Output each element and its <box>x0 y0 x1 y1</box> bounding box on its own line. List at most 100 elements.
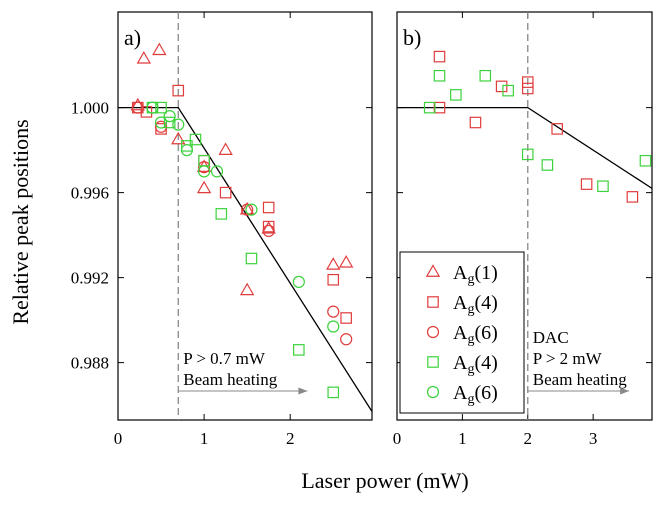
series-red-circle <box>131 101 353 346</box>
legend-marker-red-square <box>427 296 439 308</box>
data-point <box>131 101 144 114</box>
data-point <box>241 203 254 216</box>
series-red-square <box>132 84 352 324</box>
series-red-square <box>433 50 639 203</box>
data-point <box>326 257 341 270</box>
data-point <box>541 159 554 171</box>
data-point <box>262 201 275 214</box>
data-point <box>163 110 176 123</box>
legend-label: Ag(4) <box>453 292 498 317</box>
series-green-square <box>423 69 652 193</box>
legend: Ag(1) Ag(4) Ag(6) Ag(4) Ag(6) <box>399 251 525 414</box>
data-point <box>219 186 232 199</box>
x-tick-label: 2 <box>286 429 295 448</box>
x-tick-label: 2 <box>524 429 533 448</box>
series-red-triangle <box>130 42 354 296</box>
legend-box <box>399 251 525 414</box>
data-point <box>181 140 193 152</box>
data-point <box>245 252 258 265</box>
panel-label: a) <box>124 25 141 50</box>
plot-frame <box>117 11 373 421</box>
data-point <box>163 116 176 129</box>
x-tick-label: 1 <box>458 429 467 448</box>
panels: 0 1 2 0.988 0.992 0.996 1.000 a) P > 0.7 mW Beam … <box>71 11 653 448</box>
data-point <box>327 305 340 318</box>
data-point <box>146 101 159 114</box>
data-point <box>450 89 462 101</box>
legend-label: Ag(4) <box>453 352 498 377</box>
data-point <box>502 84 514 97</box>
data-point <box>327 273 340 286</box>
data-point <box>180 144 193 157</box>
data-point <box>261 221 276 234</box>
data-point <box>239 282 255 296</box>
data-point <box>198 161 211 174</box>
data-point <box>262 220 275 233</box>
y-axis-title: Relative peak positions <box>8 119 33 324</box>
data-point <box>262 224 275 237</box>
data-point <box>639 154 652 167</box>
annotation-text: Beam heating <box>183 370 277 389</box>
data-point <box>327 386 340 399</box>
annotation-text: Beam heating <box>533 370 627 389</box>
annotation-text: P > 2 mW <box>533 349 603 368</box>
data-point <box>551 123 563 135</box>
data-point <box>172 84 185 97</box>
data-point <box>189 133 202 146</box>
legend-label: Ag(1) <box>453 262 498 287</box>
arrow-head <box>298 387 308 395</box>
data-point <box>580 178 593 190</box>
annotation-text: DAC <box>533 328 569 347</box>
arrow-head <box>620 387 630 395</box>
data-point <box>245 203 258 216</box>
fit-line <box>118 106 373 412</box>
x-tick-label: 3 <box>589 429 598 448</box>
data-point <box>340 312 352 324</box>
data-point <box>521 82 534 95</box>
data-point <box>292 275 305 288</box>
data-point <box>293 344 305 356</box>
data-point <box>521 76 534 88</box>
legend-marker-green-square <box>427 356 439 368</box>
data-point <box>198 165 211 178</box>
panel-b: 0 1 2 3 b) DAC P > 2 mW Beam heating Ag(1) Ag(4) A… <box>393 11 653 448</box>
data-point <box>433 50 446 63</box>
data-point <box>433 69 446 82</box>
panel-a: 0 1 2 0.988 0.992 0.996 1.000 a) P > 0.7 mW Beam … <box>71 11 373 448</box>
data-point <box>521 148 534 161</box>
data-point <box>338 255 354 268</box>
x-axis-title: Laser power (mW) <box>301 468 468 493</box>
y-tick-label: 0.992 <box>71 269 109 288</box>
data-point <box>172 118 185 131</box>
x-tick-label: 1 <box>200 429 209 448</box>
series-green-square <box>146 101 340 399</box>
data-point <box>154 120 168 133</box>
data-point <box>154 116 168 129</box>
data-point <box>171 131 186 145</box>
data-point <box>327 320 340 333</box>
data-point <box>130 97 146 111</box>
data-point <box>469 116 482 129</box>
data-point <box>423 101 436 114</box>
data-point <box>218 142 233 155</box>
data-point <box>196 180 212 194</box>
y-tick-label: 0.988 <box>71 354 109 373</box>
data-point <box>155 101 167 114</box>
annotation-text: P > 0.7 mW <box>183 349 266 368</box>
x-tick-label: 0 <box>393 429 402 448</box>
legend-label: Ag(6) <box>453 382 498 407</box>
fit-line <box>397 106 653 189</box>
x-tick-label: 0 <box>114 429 123 448</box>
plot-frame <box>396 11 653 421</box>
legend-marker-red-triangle <box>425 264 441 277</box>
series-green-circle <box>146 101 340 333</box>
y-tick-label: 0.996 <box>71 184 109 203</box>
panel-label: b) <box>403 25 421 50</box>
data-point <box>495 80 508 93</box>
legend-marker-red-circle <box>426 325 440 339</box>
y-tick-label: 1.000 <box>71 99 109 118</box>
data-point <box>136 51 152 64</box>
data-point <box>340 333 353 346</box>
data-point <box>626 191 639 203</box>
